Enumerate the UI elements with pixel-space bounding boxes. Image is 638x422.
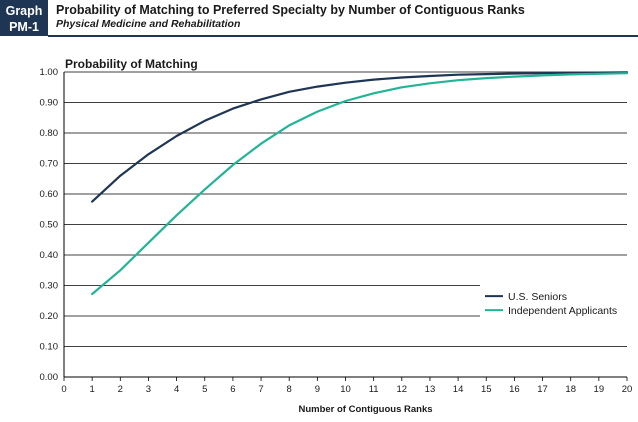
- graph-label: Graph: [5, 4, 43, 18]
- graph-id-badge: Graph PM-1: [0, 0, 48, 36]
- graph-number: PM-1: [9, 20, 39, 34]
- series-line-us-seniors: [91, 71, 629, 203]
- page-subtitle: Physical Medicine and Rehabilitation: [56, 18, 241, 30]
- y-tick-label: 0.40: [40, 250, 59, 261]
- x-tick-label: 0: [61, 384, 66, 395]
- y-tick-label: 0.50: [40, 220, 59, 231]
- x-tick-label: 17: [537, 384, 548, 395]
- y-tick-label: 0.30: [40, 281, 59, 292]
- x-tick-label: 20: [622, 384, 633, 395]
- x-tick-label: 4: [174, 384, 179, 395]
- legend-label: U.S. Seniors: [508, 291, 567, 303]
- header-divider: [48, 35, 638, 37]
- x-tick-label: 19: [594, 384, 605, 395]
- x-tick-label: 18: [565, 384, 576, 395]
- x-tick-label: 11: [369, 384, 379, 395]
- x-tick-label: 14: [453, 384, 464, 395]
- y-tick-label: 0.70: [40, 159, 59, 170]
- x-tick-label: 1: [90, 384, 95, 395]
- y-tick-label: 1.00: [40, 67, 59, 78]
- page-title: Probability of Matching to Preferred Spe…: [56, 3, 525, 17]
- x-tick-label: 7: [258, 384, 263, 395]
- y-tick-label: 0.80: [40, 128, 59, 139]
- x-tick-label: 8: [287, 384, 292, 395]
- y-tick-label: 0.90: [40, 98, 59, 109]
- y-tick-label: 0.20: [40, 311, 59, 322]
- x-tick-label: 15: [481, 384, 492, 395]
- x-tick-label: 13: [425, 384, 436, 395]
- y-tick-label: 0.10: [40, 342, 59, 353]
- legend-label: Independent Applicants: [508, 305, 617, 317]
- x-tick-label: 3: [146, 384, 151, 395]
- x-tick-label: 16: [509, 384, 520, 395]
- x-tick-label: 9: [315, 384, 320, 395]
- series-line-independent-applicants: [91, 72, 629, 296]
- x-tick-label: 12: [397, 384, 408, 395]
- chart-title: Probability of Matching: [65, 57, 198, 71]
- x-tick-label: 6: [230, 384, 235, 395]
- x-axis-label: Number of Contiguous Ranks: [298, 404, 432, 415]
- x-tick-label: 5: [202, 384, 207, 395]
- y-tick-label: 0.60: [40, 189, 59, 200]
- y-tick-label: 0.00: [40, 372, 59, 383]
- x-tick-label: 10: [340, 384, 351, 395]
- x-tick-label: 2: [118, 384, 123, 395]
